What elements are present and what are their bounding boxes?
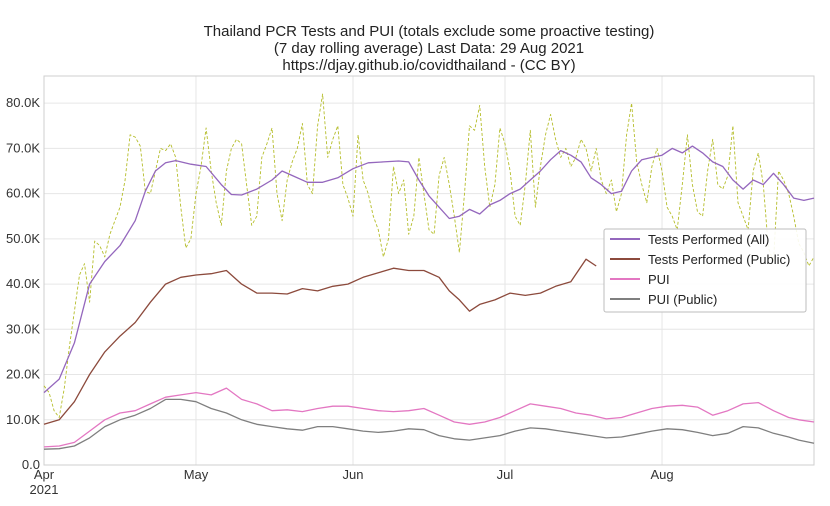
legend-label: PUI bbox=[648, 272, 670, 287]
chart-title-line-1: Thailand PCR Tests and PUI (totals exclu… bbox=[204, 23, 655, 40]
y-axis-ticks: 0.0 10.0K 20.0K 30.0K 40.0K 50.0K 60.0K 70.0K 80… bbox=[6, 95, 40, 472]
series-line-2 bbox=[43, 387, 815, 448]
series-line-3 bbox=[43, 398, 815, 450]
x-tick-label: Jun bbox=[343, 467, 364, 482]
x-tick-label: May bbox=[184, 467, 209, 482]
series-lines bbox=[43, 93, 815, 450]
y-tick-label: 70.0K bbox=[6, 140, 40, 155]
series-line-4 bbox=[43, 93, 815, 418]
x-tick-sublabel: 2021 bbox=[30, 482, 59, 497]
y-tick-label: 20.0K bbox=[6, 367, 40, 382]
y-tick-label: 50.0K bbox=[6, 231, 40, 246]
x-tick-label: Apr bbox=[34, 467, 55, 482]
legend-label: Tests Performed (Public) bbox=[648, 252, 790, 267]
legend: Tests Performed (All) Tests Performed (Pu… bbox=[603, 228, 807, 313]
series-line-1 bbox=[43, 258, 597, 425]
plot-area bbox=[43, 75, 815, 466]
y-tick-label: 60.0K bbox=[6, 186, 40, 201]
legend-label: Tests Performed (All) bbox=[648, 232, 769, 247]
y-tick-label: 40.0K bbox=[6, 276, 40, 291]
x-tick-label: Jul bbox=[497, 467, 514, 482]
y-tick-label: 30.0K bbox=[6, 321, 40, 336]
x-tick-label: Aug bbox=[650, 467, 673, 482]
legend-box bbox=[603, 228, 807, 313]
chart-title-line-2: (7 day rolling average) Last Data: 29 Au… bbox=[274, 40, 584, 57]
y-tick-label: 10.0K bbox=[6, 412, 40, 427]
y-tick-label: 80.0K bbox=[6, 95, 40, 110]
series-line-0 bbox=[43, 145, 815, 394]
chart-title: Thailand PCR Tests and PUI (totals exclu… bbox=[204, 23, 655, 74]
chart-title-line-3: https://djay.github.io/covidthailand - (… bbox=[282, 57, 575, 74]
y-tick-label: 0.0 bbox=[22, 457, 40, 472]
legend-label: PUI (Public) bbox=[648, 292, 717, 307]
